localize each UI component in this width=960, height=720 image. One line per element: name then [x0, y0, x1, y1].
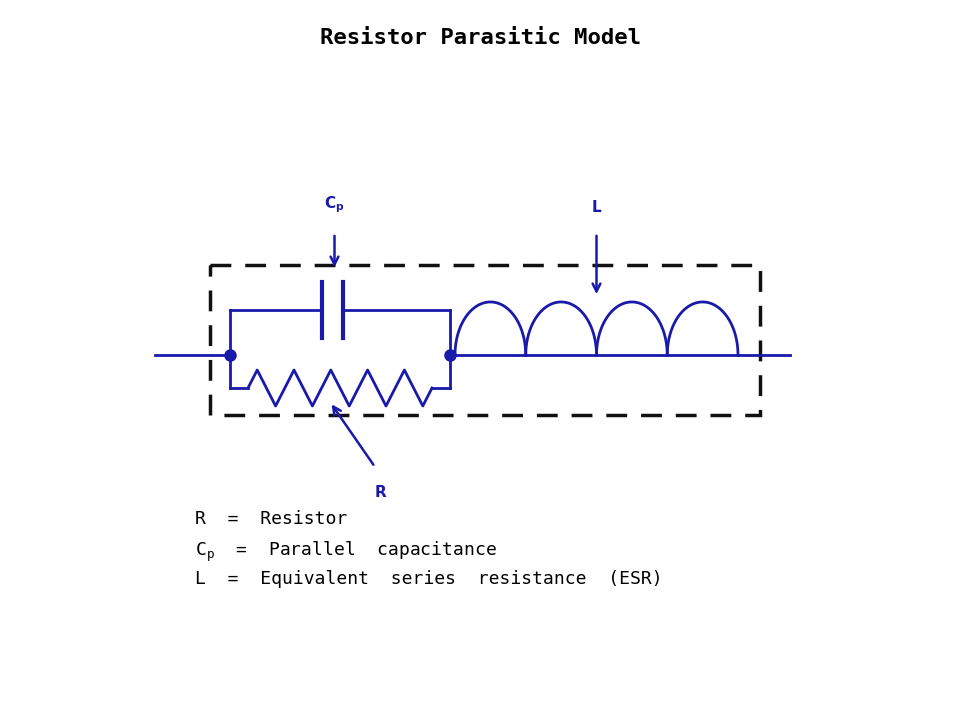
Text: R: R [374, 485, 386, 500]
Text: R  =  Resistor: R = Resistor [195, 510, 348, 528]
Text: L  =  Equivalent  series  resistance  (ESR): L = Equivalent series resistance (ESR) [195, 570, 662, 588]
Text: Resistor Parasitic Model: Resistor Parasitic Model [320, 28, 640, 48]
Text: $\mathdefault{C_p}$  =  Parallel  capacitance: $\mathdefault{C_p}$ = Parallel capacitan… [195, 540, 496, 564]
Text: $\mathdefault{C_p}$: $\mathdefault{C_p}$ [324, 194, 345, 215]
Text: L: L [591, 200, 601, 215]
